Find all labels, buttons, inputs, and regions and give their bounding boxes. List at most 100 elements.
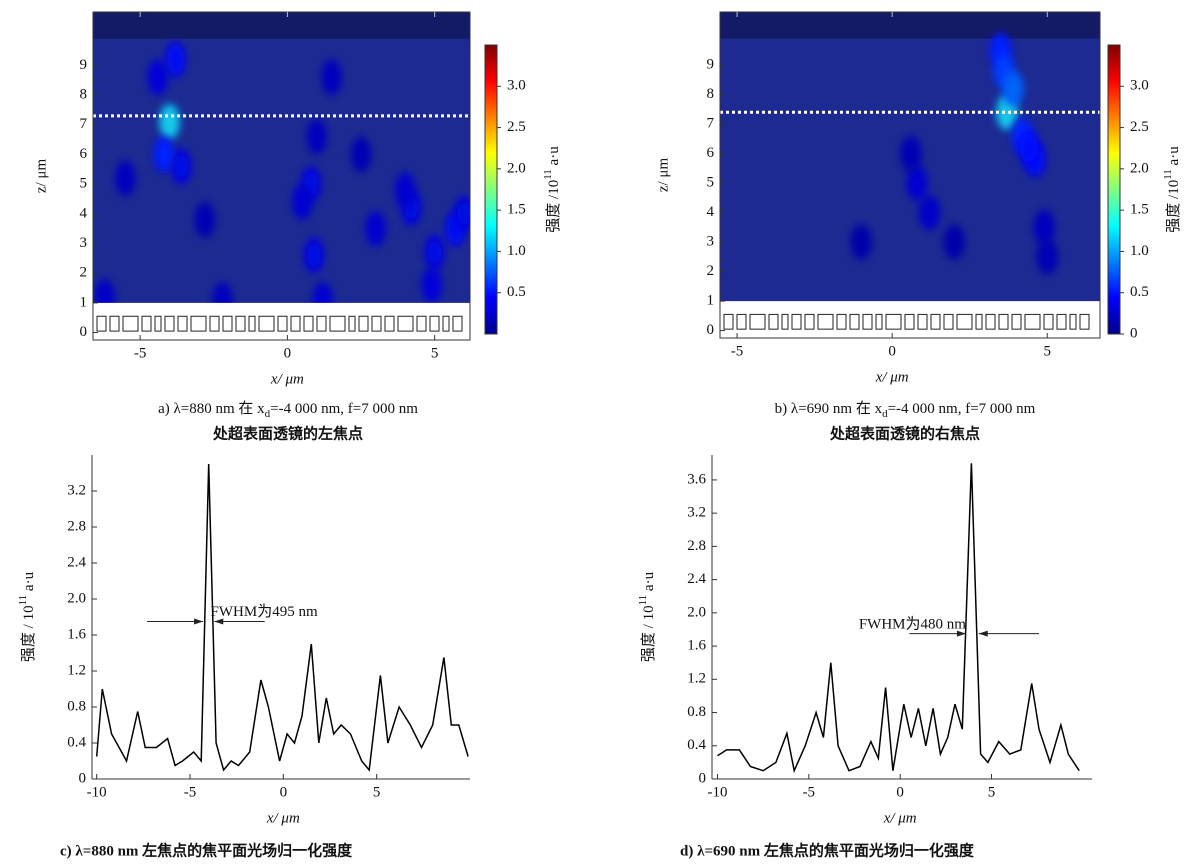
nano-pillar [723, 313, 734, 330]
y-axis-label-part: 强度 / 10 [20, 605, 37, 662]
nano-pillar [222, 315, 233, 332]
x-tick-label: -5 [803, 784, 816, 800]
focus-spot [170, 148, 192, 185]
y-axis-label: z/ μm [33, 159, 49, 194]
nano-pillar [384, 315, 395, 332]
focus-spot [453, 195, 470, 232]
spot-layer [159, 103, 180, 140]
colorbar-tick-label: 0.5 [507, 284, 526, 300]
colorbar-label-part: a·u [1166, 146, 1182, 169]
colorbar-tick-label: 2.0 [1130, 160, 1149, 176]
spot-layer [424, 234, 446, 271]
y-tick-label: 2 [707, 263, 715, 279]
arrow-head [194, 618, 204, 625]
x-tick-label: 0 [888, 343, 896, 359]
nano-pillar [998, 313, 1009, 330]
y-axis-label-part: a·u [641, 571, 657, 594]
x-tick-label: 5 [431, 345, 439, 361]
focus-spot [1002, 70, 1025, 107]
y-axis-label-part: 强度 / 10 [640, 605, 657, 662]
spot-layer [1002, 70, 1025, 107]
colorbar-label: 强度 /1011 a·u [1162, 146, 1183, 233]
focus-spot [159, 103, 180, 140]
nano-pillar [348, 315, 356, 332]
y-tick-label: 9 [707, 57, 715, 73]
y-tick-label: 7 [80, 116, 88, 132]
nano-pillar [791, 313, 802, 330]
nano-pillar [190, 315, 207, 332]
nano-pillar [316, 315, 327, 332]
y-tick-label: 5 [707, 175, 715, 191]
nano-pillar [96, 315, 107, 332]
nano-pillar [141, 315, 152, 332]
colorbar-tick-label: 1.5 [507, 202, 526, 218]
nano-pillar [904, 313, 915, 330]
y-tick-label: 8 [80, 87, 88, 103]
caption-line2: 处超表面透镜的右焦点 [829, 424, 980, 442]
nano-pillar [209, 315, 220, 332]
y-tick-label: 2.0 [687, 604, 706, 620]
nano-pillar [1079, 313, 1090, 330]
caption-line2: 处超表面透镜的左焦点 [212, 424, 363, 442]
x-axis-label: x/ μm [270, 371, 304, 387]
intensity-line [95, 463, 469, 772]
y-tick-label: 2 [80, 265, 88, 281]
y-tick-label: 7 [707, 116, 715, 132]
focus-spot [306, 118, 328, 155]
annotation: FWHM为480 nm [859, 616, 966, 633]
caption-part: d [882, 408, 888, 420]
y-tick-label: 1.6 [67, 626, 86, 642]
y-tick-label: 4 [80, 205, 88, 221]
spot-layer [303, 237, 325, 274]
nano-pillar [836, 313, 847, 330]
focus-spot [1017, 129, 1040, 166]
y-tick-label: 1.2 [687, 671, 706, 687]
nano-pillar [885, 313, 902, 330]
spot-layer [943, 224, 966, 260]
focus-spot [421, 267, 443, 304]
caption-part: d [265, 408, 271, 420]
y-tick-label: 6 [80, 146, 88, 162]
x-tick-label: -5 [134, 345, 147, 361]
y-tick-label: 2.4 [687, 571, 706, 587]
field-background [93, 12, 470, 340]
nano-pillar [930, 313, 941, 330]
focus-spot [321, 59, 342, 96]
spot-layer [906, 165, 928, 201]
nano-pillar [452, 315, 463, 332]
x-axis-label: x/ μm [875, 369, 909, 385]
x-tick-label: -5 [731, 343, 744, 359]
x-tick-label: -10 [707, 784, 727, 800]
y-tick-label: 0 [699, 770, 707, 786]
x-axis-label: x/ μm [883, 810, 917, 826]
y-tick-label: 9 [80, 57, 88, 73]
nano-pillar [1043, 313, 1054, 330]
nano-pillar [985, 313, 996, 330]
y-tick-label: 2.8 [687, 538, 706, 554]
nano-pillar [290, 315, 301, 332]
spot-layer [394, 172, 416, 209]
y-tick-label: 3 [707, 234, 715, 250]
y-tick-label: 3 [80, 235, 88, 251]
metasurface-region [93, 302, 470, 340]
focus-spot [291, 183, 313, 220]
nano-pillar [943, 313, 954, 330]
colorbar [484, 44, 498, 335]
nano-pillar [781, 313, 789, 330]
spot-layer [899, 135, 922, 172]
focus-spot [115, 160, 136, 197]
nano-pillar [917, 313, 928, 330]
spot-layer [115, 160, 136, 197]
nano-pillar [804, 313, 815, 330]
y-tick-label: 3.2 [67, 482, 86, 498]
y-tick-label: 5 [80, 176, 88, 192]
metasurface-region [720, 301, 1100, 338]
x-tick-label: 0 [280, 784, 288, 800]
focus-spot [424, 234, 446, 271]
intensity-line [717, 463, 1080, 774]
y-tick-label: 6 [707, 145, 715, 161]
y-tick-label: 0.4 [687, 737, 706, 753]
focus-spot [350, 136, 372, 173]
spot-layer [350, 136, 372, 173]
nano-pillar [122, 315, 139, 332]
